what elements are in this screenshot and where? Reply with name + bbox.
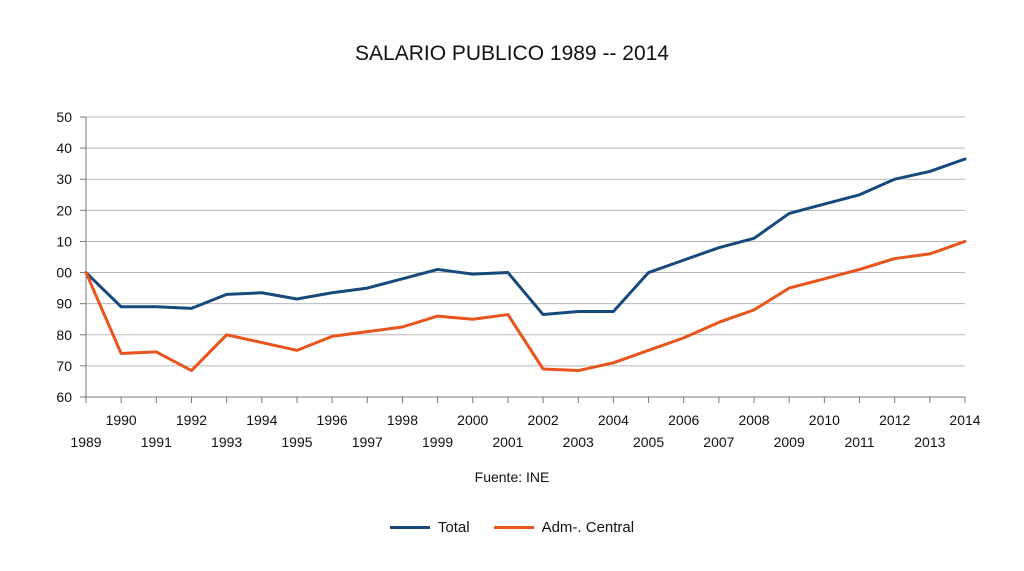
y-tick-label: 50: [56, 109, 72, 125]
x-tick-label: 1993: [211, 434, 242, 450]
series-line-adm-central: [84, 239, 967, 373]
grid-layer: [86, 116, 965, 398]
series-layer: [84, 157, 967, 373]
y-tick-label: 60: [56, 389, 72, 405]
legend-swatch-adm-central: [493, 526, 534, 529]
legend-swatch-total: [389, 526, 430, 529]
legend-label-adm-central: Adm-. Central: [541, 519, 635, 536]
x-tick-label: 1999: [422, 434, 453, 450]
axis-layer: [80, 116, 966, 403]
x-tick-label: 2004: [598, 412, 629, 428]
legend-item-adm-central: Adm-. Central: [493, 519, 635, 536]
legend-label-total: Total: [437, 519, 470, 536]
x-tick-label: 2000: [457, 412, 488, 428]
x-tick-label: 2003: [563, 434, 594, 450]
x-tick-label: 2012: [879, 412, 910, 428]
x-tick-label: 2007: [703, 434, 734, 450]
y-tick-label: 90: [56, 296, 72, 312]
x-tick-label: 2013: [914, 434, 945, 450]
x-tick-label: 2009: [774, 434, 805, 450]
x-tick-label: 2005: [633, 434, 664, 450]
y-tick-label: 20: [56, 202, 72, 218]
x-tick-label: 2011: [844, 434, 874, 450]
x-tick-label: 2014: [949, 412, 980, 428]
source-note: Fuente: INE: [474, 469, 550, 485]
x-tick-label: 2002: [528, 412, 559, 428]
x-tick-label: 1992: [176, 412, 207, 428]
y-tick-label: 00: [56, 265, 72, 281]
x-tick-label: 1990: [106, 412, 137, 428]
y-tick-label: 70: [56, 358, 72, 374]
series-line-total: [84, 157, 967, 317]
x-tick-label: 2010: [809, 412, 840, 428]
x-tick-label: 2006: [668, 412, 699, 428]
x-tick-label: 2008: [738, 412, 769, 428]
x-tick-label: 1994: [246, 412, 277, 428]
y-tick-label: 40: [56, 140, 72, 156]
chart-title: SALARIO PUBLICO 1989 -- 2014: [355, 42, 669, 65]
label-layer: 60 70 80 90 00 10 20 30 40 50 1990 1992 1994 1996 1998…: [56, 109, 980, 450]
x-tick-label: 1998: [387, 412, 418, 428]
y-tick-label: 30: [56, 171, 72, 187]
x-tick-label: 1997: [352, 434, 383, 450]
legend: Total Adm-. Central: [0, 519, 1024, 536]
legend-item-total: Total: [389, 519, 470, 536]
x-tick-label: 2001: [492, 434, 523, 450]
x-tick-label: 1995: [281, 434, 312, 450]
y-tick-label: 10: [56, 233, 72, 249]
x-tick-label: 1996: [317, 412, 348, 428]
y-tick-label: 80: [56, 327, 72, 343]
x-tick-label: 1991: [141, 434, 172, 450]
x-tick-label: 1989: [70, 434, 101, 450]
